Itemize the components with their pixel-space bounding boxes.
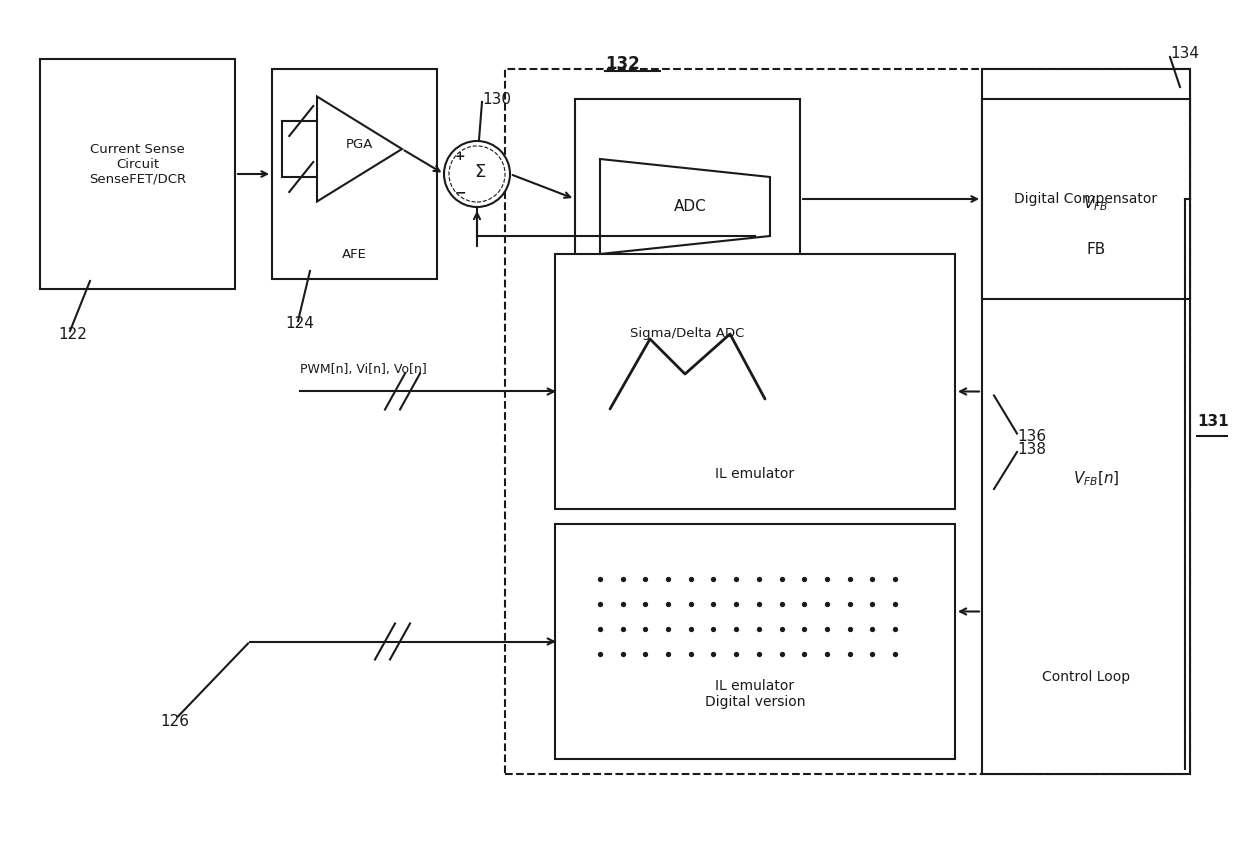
Text: 132: 132 (605, 55, 640, 73)
Bar (982, 69, 1190, 774)
Text: −: − (454, 185, 466, 199)
Bar (556, 524, 955, 759)
Text: Control Loop: Control Loop (1042, 669, 1130, 684)
Bar (575, 99, 800, 299)
Text: IL emulator: IL emulator (715, 467, 795, 481)
Circle shape (444, 141, 510, 207)
Bar (556, 254, 955, 509)
Text: Digital Compensator: Digital Compensator (1014, 192, 1158, 206)
Text: PWM[n], Vi[n], Vo[n]: PWM[n], Vi[n], Vo[n] (300, 363, 427, 376)
Text: Current Sense
Circuit
SenseFET/DCR: Current Sense Circuit SenseFET/DCR (89, 143, 186, 186)
Text: 131: 131 (1197, 414, 1229, 429)
Text: 126: 126 (160, 714, 188, 729)
Bar (505, 69, 1190, 774)
Text: 130: 130 (482, 91, 511, 106)
Text: 134: 134 (1171, 46, 1199, 62)
Text: +: + (455, 149, 465, 163)
Text: PGA: PGA (346, 138, 373, 150)
Polygon shape (600, 159, 770, 254)
Text: $V_{FB}[n]$: $V_{FB}[n]$ (1073, 470, 1120, 488)
Bar (982, 99, 1190, 299)
Polygon shape (317, 96, 402, 202)
Text: 124: 124 (285, 316, 314, 332)
Text: FB: FB (1086, 241, 1106, 257)
Text: ADC: ADC (673, 199, 707, 214)
Bar (40, 59, 236, 289)
Text: AFE: AFE (342, 247, 367, 261)
Text: IL emulator
Digital version: IL emulator Digital version (704, 679, 805, 709)
Text: Sigma/Delta ADC: Sigma/Delta ADC (630, 327, 745, 340)
Text: $V_{FB}$: $V_{FB}$ (1084, 195, 1109, 214)
Bar (272, 69, 436, 279)
Text: 122: 122 (58, 327, 87, 342)
Text: 136: 136 (1017, 429, 1047, 444)
Text: 138: 138 (1017, 441, 1047, 457)
Text: Σ: Σ (475, 163, 486, 181)
